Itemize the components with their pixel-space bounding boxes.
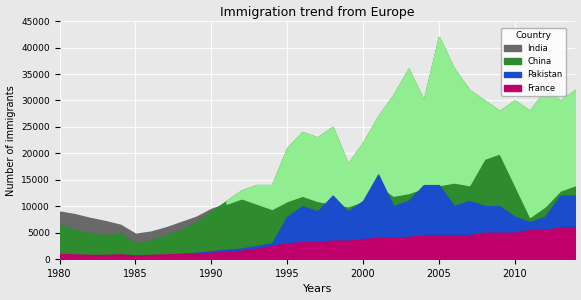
X-axis label: Years: Years [303,284,332,294]
Title: Immigration trend from Europe: Immigration trend from Europe [220,6,415,19]
Legend: India, China, Pakistan, France: India, China, Pakistan, France [501,28,566,96]
Y-axis label: Number of immigrants: Number of immigrants [6,85,16,196]
